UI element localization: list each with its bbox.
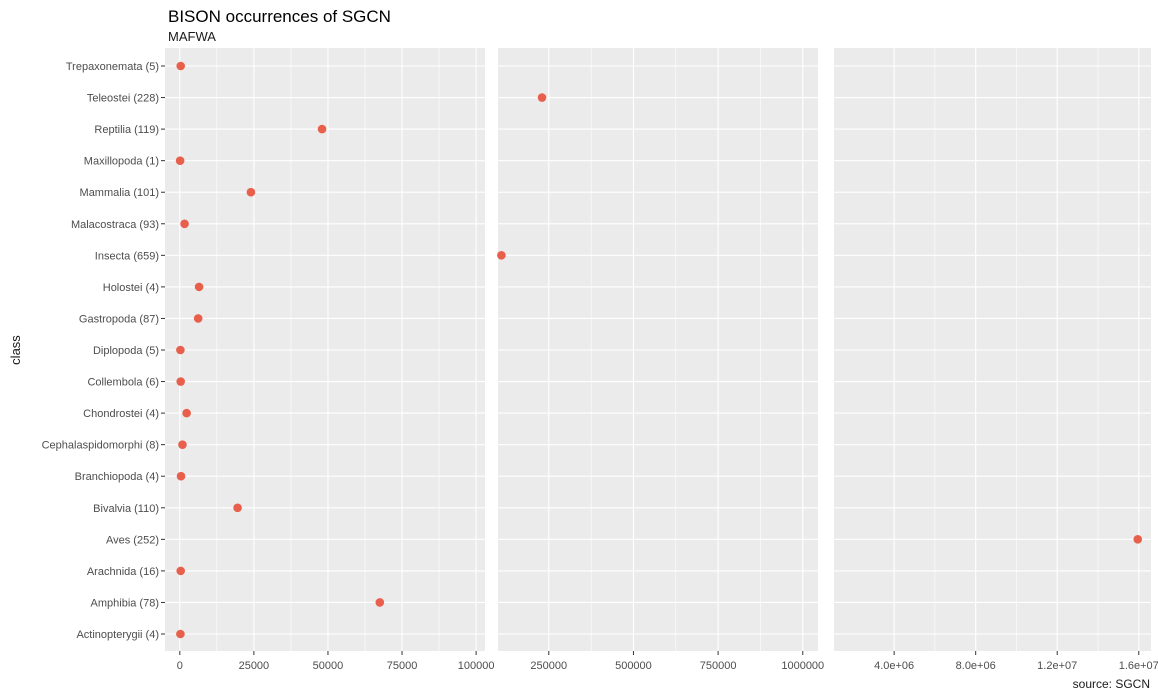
x-tick-label: 50000 bbox=[313, 660, 344, 672]
y-tick-label: Maxillopoda (1) bbox=[84, 156, 159, 168]
data-point bbox=[182, 408, 191, 418]
data-point bbox=[176, 566, 186, 576]
y-tick-label: Branchiopoda (4) bbox=[75, 471, 159, 483]
data-point bbox=[175, 156, 185, 165]
y-tick-label: Bivalvia (110) bbox=[93, 503, 159, 515]
data-point bbox=[375, 598, 385, 607]
chart-caption: source: SGCN bbox=[1073, 677, 1150, 691]
y-tick-label: Insecta (659) bbox=[95, 250, 159, 262]
y-tick-label: Actinopterygii (4) bbox=[76, 629, 159, 641]
data-point bbox=[194, 282, 204, 292]
data-point bbox=[193, 314, 203, 323]
y-tick-label: Reptilia (119) bbox=[94, 124, 159, 136]
data-point bbox=[178, 440, 187, 449]
y-tick-label: Diplopoda (5) bbox=[93, 345, 159, 357]
y-tick-label: Cephalaspidomorphi (8) bbox=[42, 440, 159, 452]
data-point bbox=[317, 124, 327, 134]
y-tick-label: Teleostei (228) bbox=[87, 93, 159, 105]
y-tick-label: Arachnida (16) bbox=[87, 566, 159, 578]
x-tick-label: 25000 bbox=[239, 660, 270, 672]
x-tick-label: 750000 bbox=[700, 660, 737, 672]
x-tick-label: 500000 bbox=[615, 660, 652, 672]
data-point bbox=[537, 93, 547, 102]
x-tick-label: 8.0e+06 bbox=[956, 660, 996, 672]
data-point bbox=[176, 471, 186, 481]
x-tick-label: 1.2e+07 bbox=[1037, 660, 1077, 672]
data-point bbox=[180, 219, 189, 229]
x-tick-label: 1.6e+07 bbox=[1119, 660, 1158, 672]
data-point bbox=[246, 187, 256, 197]
data-point bbox=[1133, 535, 1143, 544]
y-tick-label: Collembola (6) bbox=[87, 377, 159, 389]
y-axis-title: class bbox=[8, 335, 23, 365]
x-tick-label: 0 bbox=[177, 660, 183, 672]
data-point bbox=[176, 61, 186, 71]
y-tick-label: Malacostraca (93) bbox=[71, 219, 159, 231]
data-point bbox=[497, 251, 506, 260]
x-tick-label: 100000 bbox=[458, 660, 495, 672]
plot-area: Trepaxonemata (5) Teleostei (228) Reptilia… bbox=[42, 48, 1158, 672]
x-tick-label: 4.0e+06 bbox=[874, 660, 914, 672]
chart-title: BISON occurrences of SGCN bbox=[168, 7, 391, 26]
x-tick-label: 75000 bbox=[387, 660, 418, 672]
y-tick-label: Aves (252) bbox=[106, 534, 159, 546]
y-tick-label: Mammalia (101) bbox=[80, 187, 159, 199]
x-tick-label: 1000000 bbox=[781, 660, 824, 672]
data-point bbox=[176, 377, 186, 386]
y-tick-label: Holostei (4) bbox=[103, 282, 159, 294]
y-tick-label: Chondrostei (4) bbox=[83, 408, 159, 420]
y-tick-label: Gastropoda (87) bbox=[79, 313, 159, 325]
y-tick-label: Amphibia (78) bbox=[91, 597, 159, 609]
x-tick-label: 250000 bbox=[530, 660, 567, 672]
data-point bbox=[176, 345, 185, 355]
data-point bbox=[176, 629, 185, 639]
y-tick-label: Trepaxonemata (5) bbox=[66, 61, 159, 73]
chart-subtitle: MAFWA bbox=[168, 29, 216, 44]
data-point bbox=[233, 503, 242, 513]
